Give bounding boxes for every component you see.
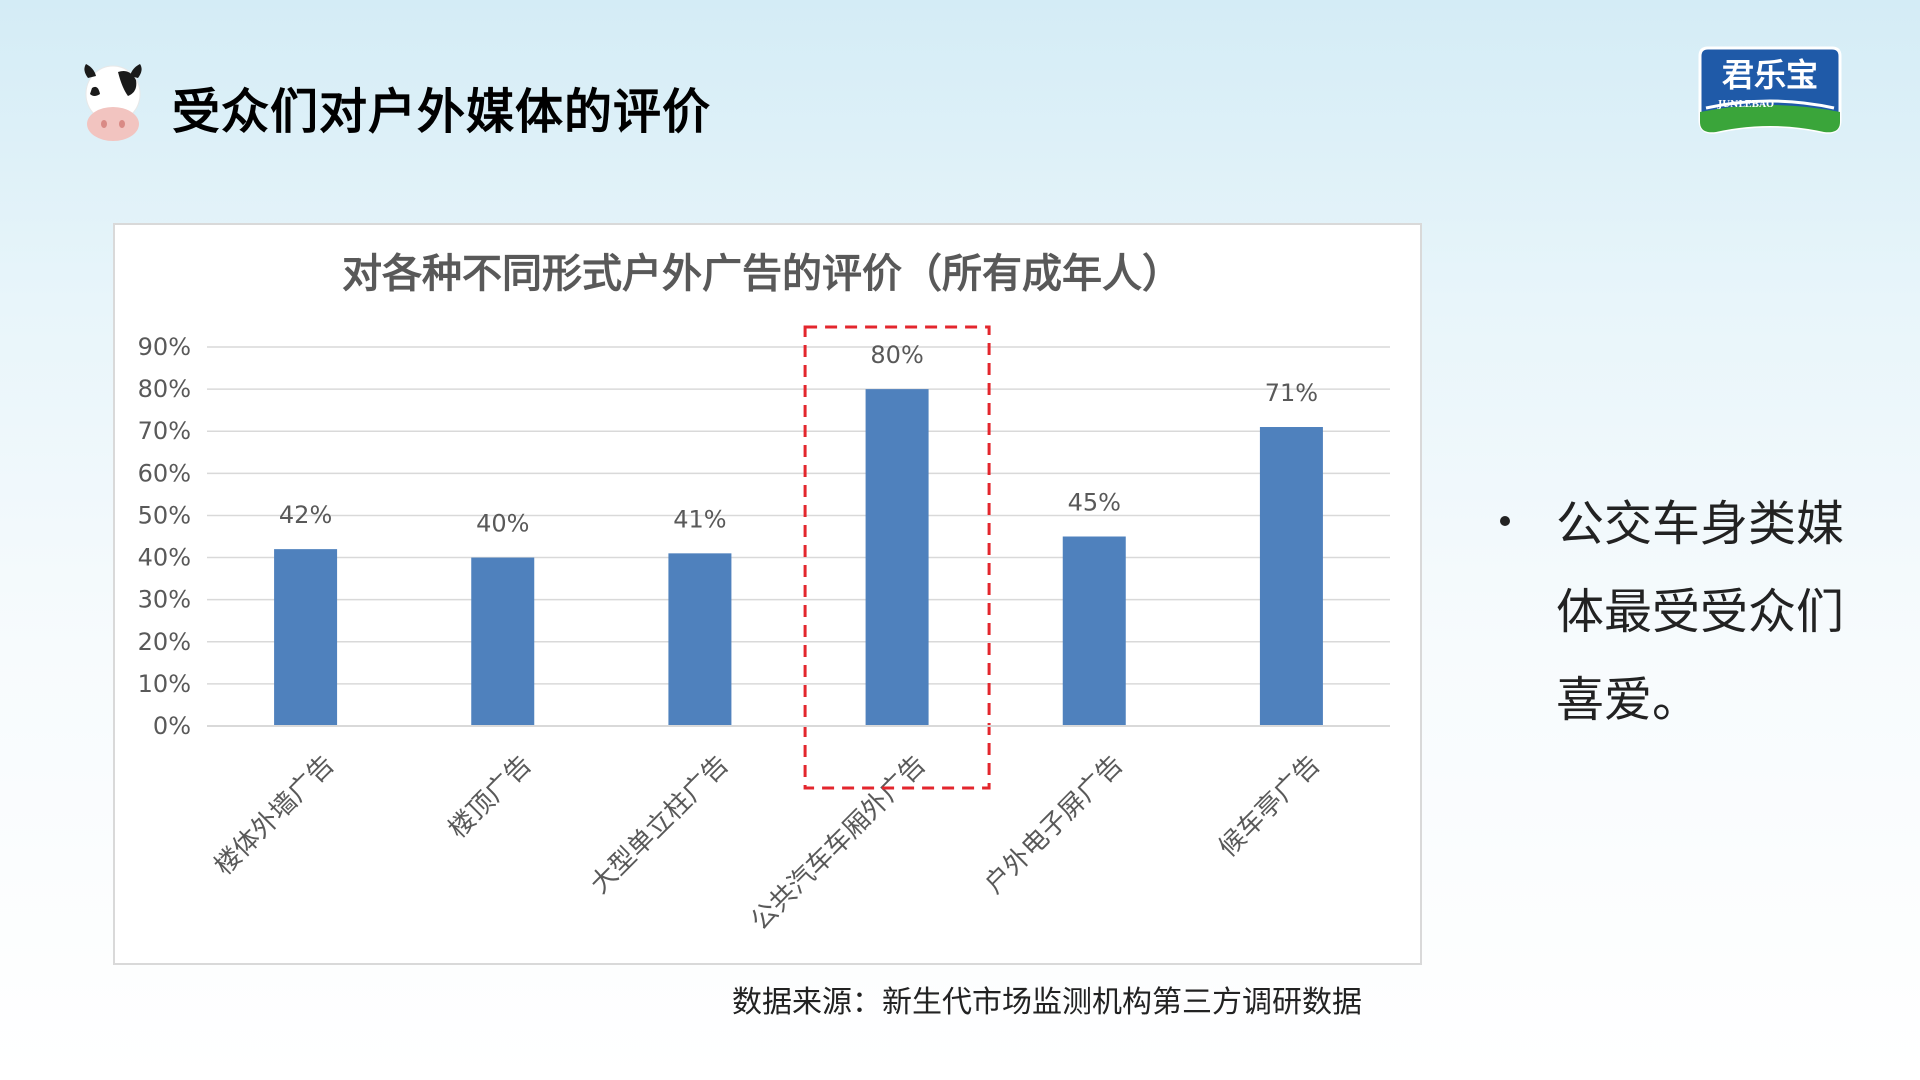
bar-chart: 对各种不同形式户外广告的评价（所有成年人） 0% 10% 20% 30% 40% 50% 6…: [138, 251, 1390, 937]
bar: [668, 553, 732, 726]
page-title: 受众们对户外媒体的评价: [172, 84, 712, 140]
data-label: 80%: [870, 341, 923, 369]
chart-title: 对各种不同形式户外广告的评价（所有成年人）: [342, 251, 1182, 297]
x-category-label: 楼体外墙广告: [209, 750, 341, 882]
bar: [865, 389, 929, 726]
bar: [1062, 536, 1126, 726]
y-tick-label: 40%: [138, 544, 191, 572]
y-tick-label: 60%: [138, 459, 191, 487]
chart-panel: 对各种不同形式户外广告的评价（所有成年人） 0% 10% 20% 30% 40% 50% 6…: [113, 223, 1422, 965]
bar: [471, 557, 535, 726]
y-tick-label: 30%: [138, 586, 191, 614]
brand-logo: 君乐宝 JUNLEBAO: [1698, 46, 1842, 134]
bullet-icon: [1500, 516, 1510, 526]
data-label: 71%: [1265, 379, 1318, 407]
data-label: 45%: [1068, 489, 1121, 517]
x-category-label: 候车亭广告: [1213, 750, 1326, 863]
y-tick-label: 80%: [138, 375, 191, 403]
cow-logo-icon: [84, 64, 142, 141]
brand-logo-subtext: JUNLEBAO: [1717, 100, 1774, 110]
data-label: 41%: [673, 505, 726, 533]
bullet-text: 公交车身类媒体最受受众们喜爱。: [1556, 496, 1845, 728]
y-tick-label: 90%: [138, 333, 191, 361]
y-tick-label: 70%: [138, 417, 191, 445]
x-category-label: 大型单立柱广告: [585, 750, 735, 900]
x-category-label: 公共汽车车厢外广告: [745, 750, 932, 937]
source-note: 数据来源：新生代市场监测机构第三方调研数据: [732, 985, 1362, 1020]
y-tick-label: 50%: [138, 501, 191, 529]
y-tick-label: 20%: [138, 628, 191, 656]
data-label: 42%: [279, 501, 332, 529]
data-label: 40%: [476, 510, 529, 538]
brand-logo-text: 君乐宝: [1722, 56, 1818, 94]
x-category-label: 户外电子屏广告: [979, 750, 1129, 900]
bar: [1259, 427, 1323, 726]
highlight-box: [803, 325, 991, 790]
x-category-label: 楼顶广告: [443, 750, 538, 845]
bar: [274, 549, 338, 726]
y-tick-label: 10%: [138, 670, 191, 698]
y-tick-label: 0%: [153, 712, 191, 740]
